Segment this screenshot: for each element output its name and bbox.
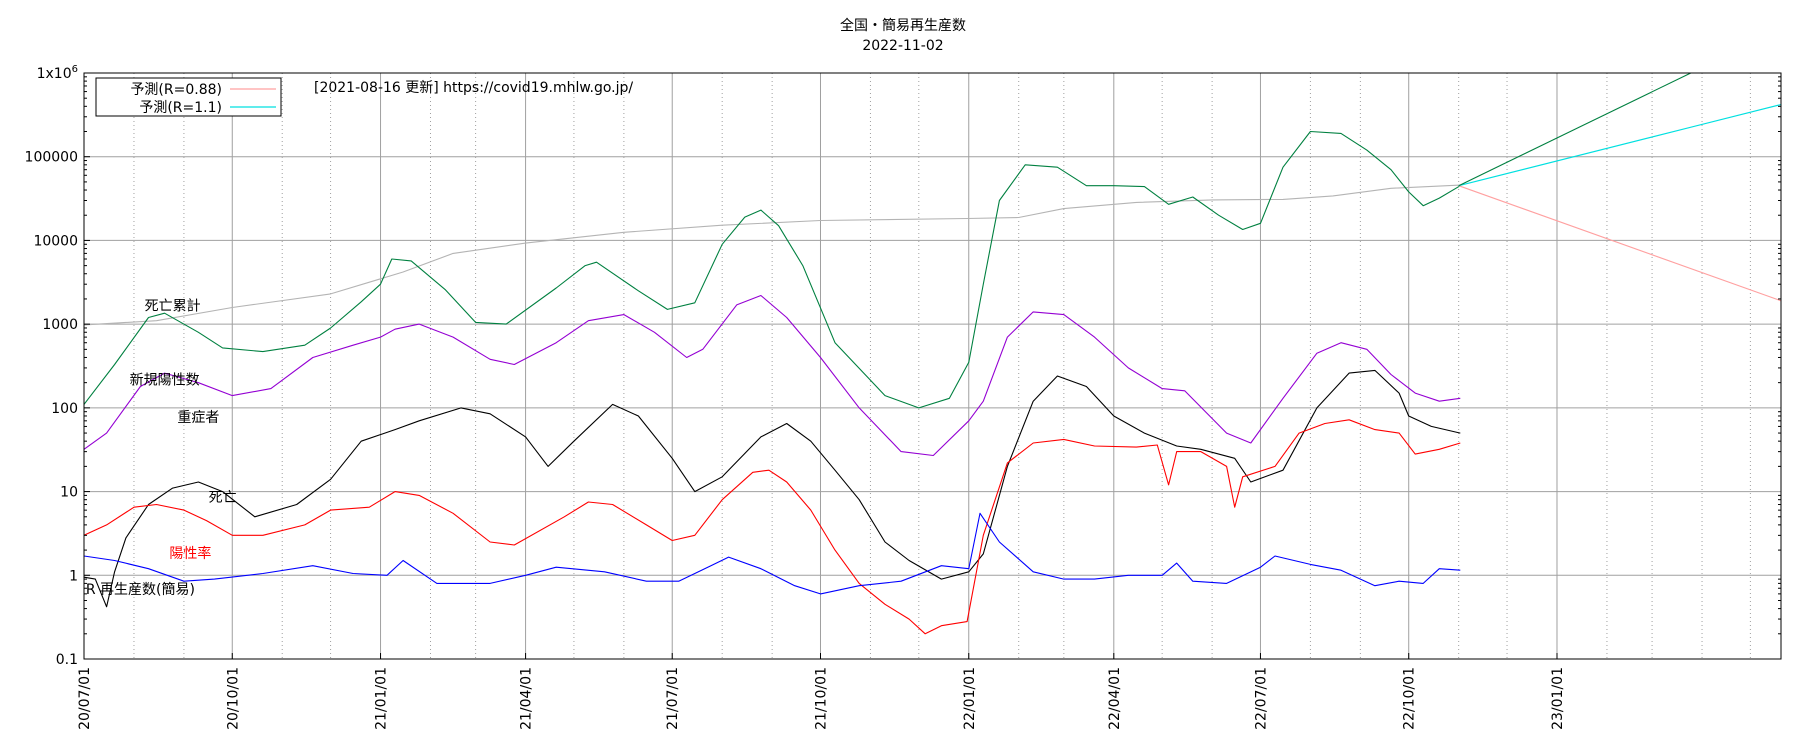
y-axis: 0.1 1 10 100 1000 10000 100000 1x106 [25, 64, 1781, 668]
plot-frame [83, 72, 1782, 660]
series-layer [83, 72, 1782, 635]
series-line [83, 294, 1461, 457]
series-label: R 再生産数(簡易) [86, 582, 195, 598]
x-tick-label: 22/04/01 [1107, 667, 1123, 730]
series-line [83, 512, 1461, 595]
y-tick-label: 1 [69, 568, 78, 584]
series-line [83, 369, 1461, 608]
legend-box [95, 77, 282, 117]
chart-title: 全国・簡易再生産数 [840, 17, 966, 34]
x-tick-label: 23/01/01 [1550, 667, 1566, 730]
series-label: 重症者 [177, 410, 219, 426]
legend-label: 予測(R=1.1) [139, 100, 222, 116]
series-line [1458, 72, 1692, 187]
legend-label: 予測(R=0.88) [130, 82, 222, 98]
x-tick-label: 21/01/01 [374, 667, 390, 730]
x-tick-label: 22/01/01 [962, 667, 978, 730]
series-line [83, 130, 1461, 409]
x-tick-label: 21/07/01 [665, 667, 681, 730]
series-label: 新規陽性数 [130, 373, 200, 389]
x-tick-label: 22/10/01 [1402, 667, 1418, 730]
series-line [83, 419, 1461, 635]
series-line [1458, 103, 1782, 187]
y-tick-label: 0.1 [56, 652, 78, 668]
y-tick-label: 10000 [33, 233, 78, 249]
x-tick-label: 20/07/01 [77, 667, 93, 730]
series-label: 死亡 [209, 490, 237, 506]
series-line [83, 184, 1461, 326]
series-label: 死亡累計 [145, 299, 201, 315]
series-label: 陽性率 [169, 545, 211, 562]
x-tick-label: 21/10/01 [813, 667, 829, 730]
x-axis: 20/07/01 20/10/01 21/01/01 21/04/01 21/07/01… [77, 653, 1566, 730]
grid [83, 73, 1781, 659]
chart-note: [2021-08-16 更新] https://covid19.mhlw.go.… [314, 80, 633, 96]
x-tick-label: 20/10/01 [225, 667, 241, 730]
x-tick-label: 21/04/01 [519, 667, 535, 730]
y-tick-label: 100 [51, 401, 78, 417]
series-line [1458, 185, 1782, 302]
y-tick-label: 1x106 [37, 64, 78, 82]
chart-subtitle: 2022-11-02 [862, 38, 943, 54]
y-tick-label: 1000 [42, 317, 78, 333]
x-tick-label: 22/07/01 [1253, 667, 1269, 730]
y-tick-label: 100000 [25, 150, 78, 166]
legend: 予測(R=0.88) 予測(R=1.1) [95, 77, 282, 117]
y-tick-label: 10 [60, 485, 78, 501]
